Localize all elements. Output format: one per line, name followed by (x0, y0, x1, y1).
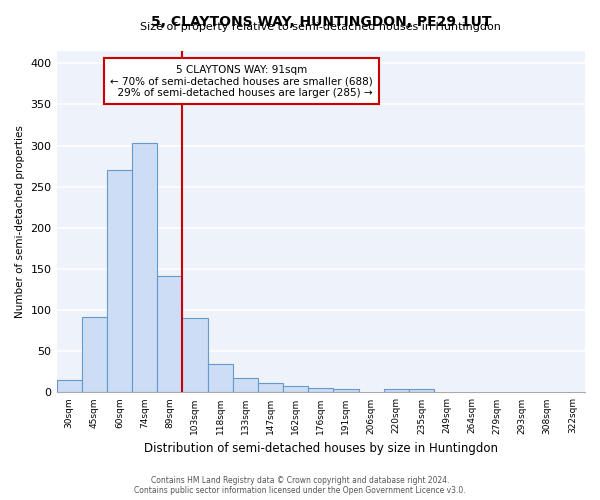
Bar (233, 378, 258, 392)
Bar (409, 389, 434, 392)
Bar (308, 388, 334, 392)
Bar (334, 389, 359, 392)
Bar (107, 170, 132, 392)
Bar (157, 276, 182, 392)
Bar (182, 318, 208, 392)
Bar (258, 384, 283, 392)
Bar (56, 380, 82, 392)
Title: 5, CLAYTONS WAY, HUNTINGDON, PE29 1UT: 5, CLAYTONS WAY, HUNTINGDON, PE29 1UT (151, 15, 491, 29)
Bar (82, 316, 107, 392)
X-axis label: Distribution of semi-detached houses by size in Huntingdon: Distribution of semi-detached houses by … (144, 442, 498, 455)
Bar (208, 364, 233, 392)
Y-axis label: Number of semi-detached properties: Number of semi-detached properties (15, 126, 25, 318)
Text: Contains HM Land Registry data © Crown copyright and database right 2024.
Contai: Contains HM Land Registry data © Crown c… (134, 476, 466, 495)
Bar (132, 143, 157, 392)
Bar (283, 386, 308, 392)
Bar (383, 389, 409, 392)
Text: Size of property relative to semi-detached houses in Huntingdon: Size of property relative to semi-detach… (140, 22, 501, 32)
Text: 5 CLAYTONS WAY: 91sqm
← 70% of semi-detached houses are smaller (688)
  29% of s: 5 CLAYTONS WAY: 91sqm ← 70% of semi-deta… (110, 64, 373, 98)
